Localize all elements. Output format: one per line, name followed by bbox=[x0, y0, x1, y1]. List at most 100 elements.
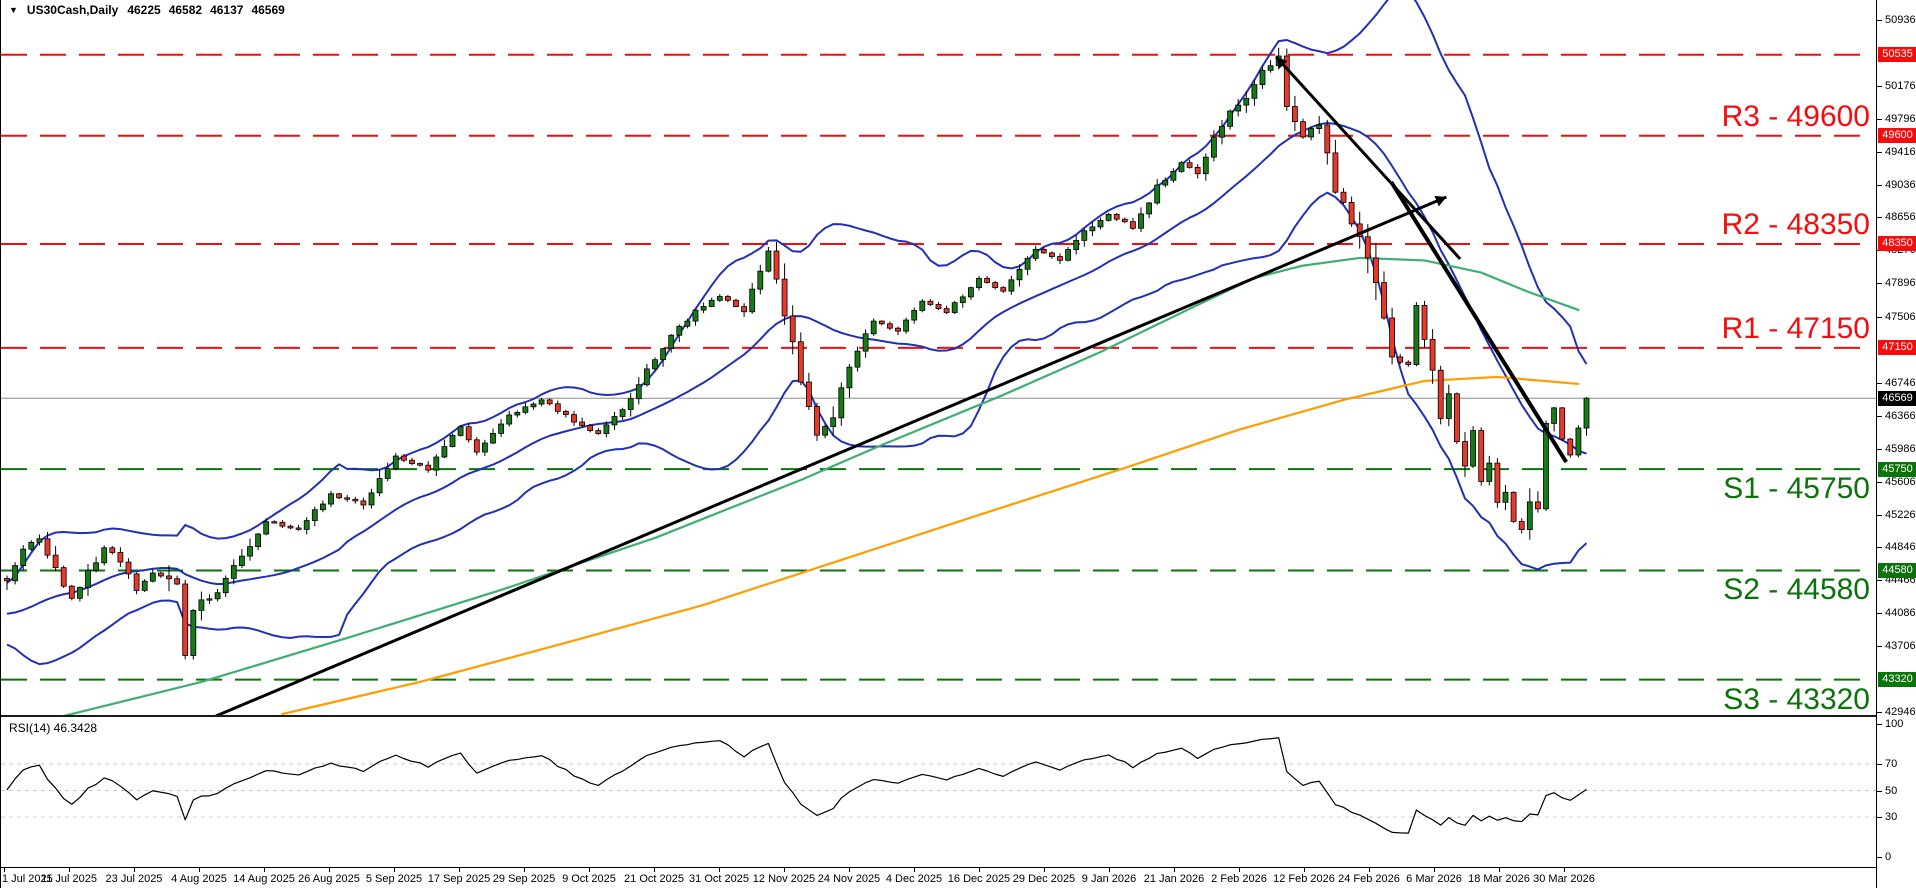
price-tick-label: 45226 bbox=[1885, 508, 1916, 521]
date-label: 4 Dec 2025 bbox=[885, 873, 943, 885]
candle bbox=[1024, 258, 1031, 270]
candle bbox=[1267, 65, 1274, 71]
candle bbox=[1073, 239, 1080, 250]
candle bbox=[935, 304, 942, 309]
candle bbox=[854, 350, 861, 368]
date-label: 21 Jan 2026 bbox=[1143, 873, 1205, 885]
candle bbox=[1421, 305, 1428, 340]
candle bbox=[1300, 121, 1306, 138]
date-label: 23 Jul 2025 bbox=[105, 873, 163, 885]
trendline-descending-2[interactable] bbox=[1389, 180, 1568, 464]
trendline-descending-1[interactable] bbox=[1275, 55, 1462, 260]
candle bbox=[838, 387, 845, 419]
candle bbox=[473, 439, 480, 453]
candle bbox=[1211, 136, 1217, 158]
date-tick bbox=[914, 868, 915, 872]
price-chart[interactable] bbox=[1, 0, 1876, 716]
candle bbox=[749, 288, 756, 313]
price-axis[interactable]: 5093650176497964941649036486564827647896… bbox=[1876, 0, 1916, 888]
candle bbox=[538, 399, 545, 405]
level-label-R3[interactable]: R3 - 49600 bbox=[1721, 99, 1870, 133]
candle bbox=[733, 299, 739, 307]
price-badge-49600: 49600 bbox=[1878, 128, 1916, 144]
level-label-R2[interactable]: R2 - 48350 bbox=[1721, 207, 1870, 241]
candle bbox=[425, 464, 432, 471]
candle bbox=[870, 320, 877, 335]
price-tick bbox=[1877, 283, 1882, 285]
candle bbox=[611, 416, 618, 426]
candle bbox=[830, 417, 837, 427]
candle bbox=[417, 463, 424, 466]
rsi-panel[interactable] bbox=[1, 717, 1876, 867]
candle bbox=[368, 492, 375, 506]
date-tick bbox=[1304, 868, 1305, 872]
candle bbox=[1559, 407, 1566, 440]
candle bbox=[1049, 252, 1055, 257]
candle bbox=[765, 250, 772, 272]
date-tick bbox=[849, 868, 850, 872]
candle bbox=[1170, 171, 1177, 181]
candle bbox=[1121, 218, 1128, 223]
price-tick bbox=[1877, 448, 1882, 450]
level-label-S3[interactable]: S3 - 43320 bbox=[1723, 682, 1870, 716]
level-label-S2[interactable]: S2 - 44580 bbox=[1723, 573, 1870, 607]
trendline-ascending-support[interactable] bbox=[215, 195, 1447, 716]
rsi-tick bbox=[1877, 857, 1882, 858]
pane-splitter[interactable] bbox=[1, 715, 1876, 717]
candle bbox=[319, 503, 326, 511]
price-tick bbox=[1877, 415, 1882, 417]
candle bbox=[781, 278, 788, 317]
date-tick bbox=[1239, 868, 1240, 872]
candle bbox=[1429, 339, 1436, 371]
candle bbox=[1194, 167, 1201, 175]
candle bbox=[1138, 213, 1144, 229]
candle bbox=[1518, 521, 1525, 531]
price-tick bbox=[1877, 547, 1882, 549]
candle bbox=[1332, 152, 1339, 193]
candle bbox=[498, 423, 505, 434]
candle bbox=[1535, 501, 1541, 510]
candle bbox=[1445, 393, 1452, 419]
rsi-tick bbox=[1877, 817, 1882, 819]
bollinger-middle bbox=[6, 121, 1587, 615]
level-label-S1[interactable]: S1 - 45750 bbox=[1723, 472, 1870, 506]
ohlc-high: 46582 bbox=[168, 3, 203, 17]
level-label-R1[interactable]: R1 - 47150 bbox=[1721, 311, 1870, 345]
rsi-tick bbox=[1877, 790, 1882, 792]
candle bbox=[44, 538, 51, 556]
candle bbox=[1502, 491, 1509, 503]
rsi-indicator-label: RSI(14) 46.3428 bbox=[9, 721, 98, 735]
candle bbox=[773, 250, 780, 280]
candle bbox=[862, 333, 869, 352]
candle bbox=[311, 509, 318, 521]
rsi-line bbox=[6, 737, 1587, 834]
candle bbox=[1097, 219, 1104, 228]
candle bbox=[190, 610, 197, 656]
candle bbox=[627, 398, 634, 411]
candle bbox=[1154, 184, 1161, 204]
price-tick-label: 46366 bbox=[1885, 409, 1916, 422]
candle bbox=[141, 580, 148, 591]
candle bbox=[644, 368, 650, 386]
date-axis[interactable]: 1 Jul 2025 11 Jul 2025 23 Jul 2025 4 Aug 20… bbox=[1, 867, 1876, 888]
candle bbox=[1057, 256, 1063, 261]
chart-title: ▼ US30Cash,Daily 46225 46582 46137 46569 bbox=[9, 3, 285, 17]
candle bbox=[1113, 213, 1120, 220]
candle bbox=[457, 426, 464, 436]
candle bbox=[1081, 230, 1088, 241]
candle bbox=[919, 300, 926, 311]
candle bbox=[1251, 84, 1258, 99]
candle bbox=[814, 406, 820, 436]
price-tick bbox=[1877, 151, 1882, 153]
symbol-dropdown-icon[interactable]: ▼ bbox=[9, 5, 18, 15]
price-tick bbox=[1877, 118, 1882, 120]
candle bbox=[652, 359, 658, 370]
candle bbox=[481, 442, 488, 453]
candle bbox=[157, 572, 164, 577]
candle bbox=[1340, 191, 1347, 203]
candle bbox=[60, 567, 67, 587]
date-tick bbox=[1044, 868, 1045, 872]
candle bbox=[109, 547, 116, 553]
price-tick-label: 44086 bbox=[1885, 607, 1916, 620]
candle bbox=[1130, 221, 1136, 229]
